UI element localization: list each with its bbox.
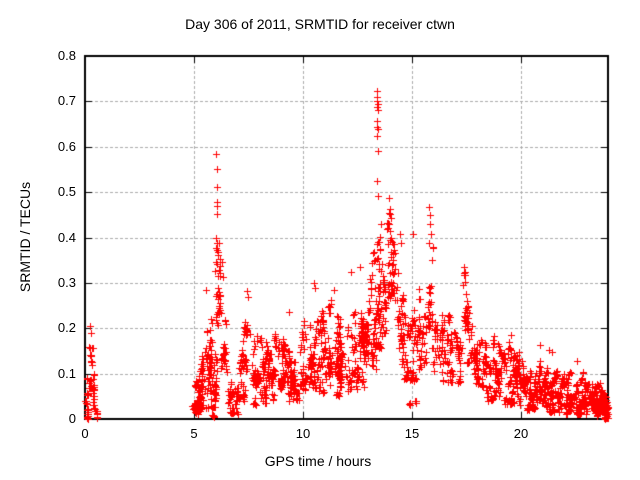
x-axis-label: GPS time / hours [264, 453, 372, 469]
x-tick-label: 15 [404, 426, 420, 441]
x-tick-label: 20 [513, 426, 529, 441]
y-tick-label: 0.5 [57, 184, 76, 199]
y-tick-label: 0.4 [57, 230, 76, 245]
y-tick-label: 0.7 [57, 93, 76, 108]
x-tick-label: 0 [81, 426, 89, 441]
y-tick-label: 0.1 [57, 366, 76, 381]
y-tick-label: 0.2 [57, 320, 76, 335]
chart-title: Day 306 of 2011, SRMTID for receiver ctw… [185, 16, 455, 32]
y-tick-label: 0.8 [57, 48, 76, 63]
y-tick-label: 0.6 [57, 139, 76, 154]
x-tick-label: 10 [295, 426, 311, 441]
y-tick-label: 0 [68, 411, 76, 426]
y-tick-label: 0.3 [57, 275, 76, 290]
x-tick-label: 5 [190, 426, 198, 441]
